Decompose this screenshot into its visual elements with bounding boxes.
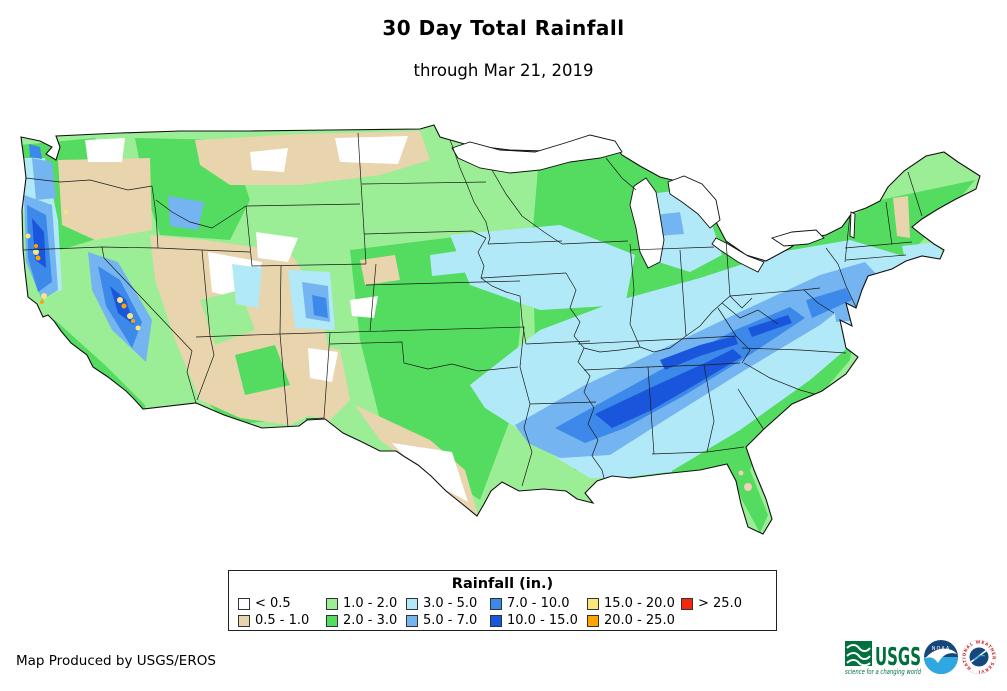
noaa-logo: NOAA — [924, 640, 958, 674]
legend-item: < 0.5 — [238, 595, 326, 612]
legend-item: 0.5 - 1.0 — [238, 612, 326, 629]
legend-item: 7.0 - 10.0 — [490, 595, 587, 612]
legend-grid: < 0.5 0.5 - 1.0 1.0 - 2.0 2.0 - 3.0 3.0 - 5.… — [229, 595, 776, 629]
legend-item: > 25.0 — [681, 595, 743, 612]
great-lakes — [451, 134, 856, 273]
page-title: 30 Day Total Rainfall — [382, 16, 625, 40]
lake-michigan — [629, 177, 665, 269]
map-attribution: Map Produced by USGS/EROS — [16, 653, 216, 669]
state-boundaries — [22, 129, 923, 487]
legend-swatch — [326, 614, 338, 627]
legend-label: 7.0 - 10.0 — [507, 596, 570, 611]
legend-label: 2.0 - 3.0 — [343, 613, 398, 628]
lake-ontario — [770, 229, 825, 247]
lake-champlain — [849, 211, 856, 239]
legend-item: 15.0 - 20.0 — [587, 595, 681, 612]
legend-label: 3.0 - 5.0 — [423, 596, 478, 611]
legend-label: 5.0 - 7.0 — [423, 613, 478, 628]
lake-huron — [667, 175, 721, 229]
lake-superior — [451, 134, 623, 174]
usgs-wordmark: USGS — [875, 642, 921, 671]
noaa-wordmark: NOAA — [932, 646, 951, 652]
legend-item: 10.0 - 15.0 — [490, 612, 587, 629]
legend-swatch — [587, 614, 599, 627]
legend-label: 10.0 - 15.0 — [507, 613, 578, 628]
page-subtitle: through Mar 21, 2019 — [413, 61, 594, 80]
legend-swatch — [490, 597, 502, 610]
legend-swatch — [406, 614, 418, 627]
legend-item: 3.0 - 5.0 — [406, 595, 490, 612]
legend-label: > 25.0 — [698, 596, 742, 611]
legend-swatch — [490, 614, 502, 627]
lake-erie — [711, 237, 765, 273]
usgs-tagline: science for a changing world — [845, 668, 922, 676]
legend-item: 20.0 - 25.0 — [587, 612, 681, 629]
legend-swatch — [406, 597, 418, 610]
legend-swatch — [238, 597, 250, 610]
legend-label: 0.5 - 1.0 — [255, 613, 310, 628]
legend-label: 20.0 - 25.0 — [604, 613, 675, 628]
legend-label: 15.0 - 20.0 — [604, 596, 675, 611]
legend-title: Rainfall (in.) — [451, 576, 554, 592]
legend-label: 1.0 - 2.0 — [343, 596, 398, 611]
legend-swatch — [326, 597, 338, 610]
legend-swatch — [238, 614, 250, 627]
legend-swatch — [587, 597, 599, 610]
usgs-logo: USGS science for a changing world — [845, 641, 922, 676]
legend-swatch — [681, 597, 693, 610]
legend: Rainfall (in.) < 0.5 0.5 - 1.0 1.0 - 2.0 2.… — [228, 570, 777, 631]
legend-label: < 0.5 — [255, 596, 291, 611]
legend-item: 5.0 - 7.0 — [406, 612, 490, 629]
legend-item: 2.0 - 3.0 — [326, 612, 406, 629]
legend-item: 1.0 - 2.0 — [326, 595, 406, 612]
